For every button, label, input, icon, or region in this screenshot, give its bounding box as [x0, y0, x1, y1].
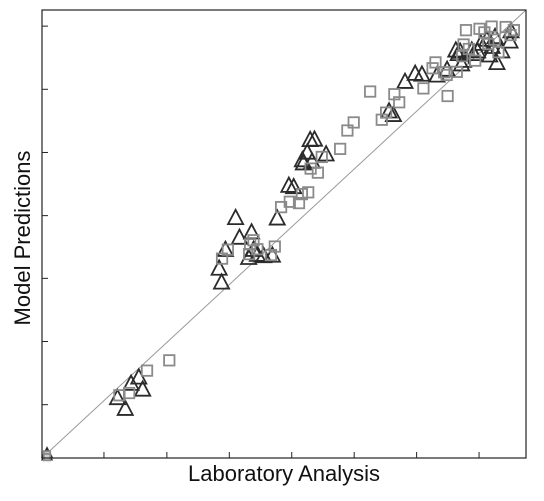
square-data-point — [469, 54, 482, 67]
square-data-point — [221, 243, 234, 256]
square-data-point — [393, 96, 406, 109]
triangle-data-point — [230, 227, 249, 245]
triangle-data-point — [298, 142, 317, 160]
square-data-point — [264, 248, 278, 262]
square-data-point — [42, 453, 52, 462]
triangle-data-point — [212, 272, 231, 290]
y-axis-label: Model Predictions — [10, 151, 35, 326]
square-data-point — [429, 56, 442, 69]
square-data-point — [315, 150, 328, 164]
triangle-data-point — [395, 71, 415, 89]
square-data-point — [488, 33, 501, 46]
square-data-point — [492, 46, 505, 59]
square-data-point — [507, 24, 521, 37]
square-data-point — [140, 364, 154, 377]
triangle-data-point — [284, 176, 303, 195]
triangle-data-point — [268, 208, 287, 226]
square-data-point — [364, 85, 377, 98]
square-data-point — [302, 186, 315, 199]
square-data-point — [380, 106, 393, 119]
triangle-data-point — [471, 33, 491, 51]
square-data-point — [341, 124, 354, 137]
triangle-data-point — [412, 64, 431, 82]
data-point-layer — [40, 20, 521, 462]
identity-reference-line — [41, 9, 527, 459]
triangle-data-point — [279, 175, 298, 193]
square-data-point — [334, 142, 347, 155]
square-data-point — [456, 50, 469, 63]
triangle-data-point — [216, 239, 235, 257]
square-data-point — [441, 89, 454, 103]
triangle-data-point — [133, 379, 152, 397]
plot-area-frame — [41, 9, 527, 459]
square-data-point — [292, 196, 306, 210]
triangle-data-point — [108, 387, 127, 406]
square-data-point — [438, 66, 451, 79]
square-data-point — [459, 24, 473, 37]
square-data-point — [247, 234, 260, 247]
triangle-data-point — [116, 398, 135, 416]
square-data-point — [347, 116, 360, 129]
square-data-point — [485, 20, 498, 33]
triangle-data-point — [487, 52, 506, 71]
square-data-point — [251, 243, 264, 256]
square-data-point — [462, 42, 475, 56]
square-data-point — [304, 162, 317, 175]
triangle-data-point — [305, 129, 324, 147]
tick-layer — [42, 25, 480, 458]
square-data-point — [311, 166, 324, 179]
x-axis-label: Laboratory Analysis — [188, 461, 380, 486]
square-data-point — [283, 195, 296, 208]
reference-line-layer — [41, 9, 527, 459]
triangle-data-point — [242, 222, 261, 240]
square-data-point — [163, 354, 176, 367]
triangle-data-point — [210, 258, 229, 276]
square-data-point — [268, 240, 281, 253]
triangle-data-point — [384, 104, 403, 122]
triangle-data-point — [226, 207, 245, 226]
square-data-point — [417, 82, 430, 95]
square-data-point — [295, 188, 309, 201]
triangle-data-point — [464, 43, 483, 62]
square-data-point — [123, 386, 136, 400]
square-data-point — [450, 65, 463, 78]
